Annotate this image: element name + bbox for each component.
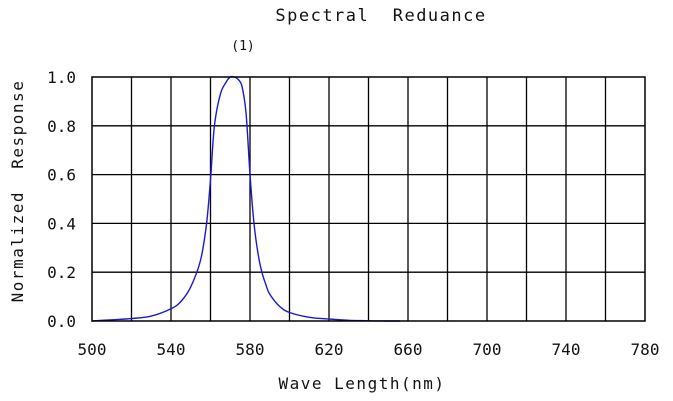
peak-annotation: (1) (231, 39, 254, 54)
y-tick-label: 1.0 (47, 68, 76, 87)
x-tick-label: 700 (473, 340, 502, 359)
x-tick-label: 780 (631, 340, 660, 359)
x-tick-label: 500 (78, 340, 107, 359)
x-tick-label: 620 (315, 340, 344, 359)
y-axis-title: Normalized Response (8, 80, 27, 303)
y-tick-label: 0.4 (47, 214, 76, 233)
grid (92, 77, 645, 321)
series-line (91, 75, 401, 322)
y-tick-label: 0.0 (47, 312, 76, 331)
y-tick-label: 0.6 (47, 166, 76, 185)
chart-title: Spectral Reduance (275, 6, 486, 26)
y-axis-ticks: 0.0 0.2 0.4 0.6 0.8 1.0 (47, 68, 76, 331)
y-tick-label: 0.8 (47, 117, 76, 136)
x-tick-label: 580 (236, 340, 265, 359)
x-tick-label: 660 (394, 340, 423, 359)
y-tick-label: 0.2 (47, 263, 76, 282)
x-axis-title: Wave Length(nm) (279, 374, 446, 393)
plot-frame (91, 76, 646, 322)
x-axis-ticks: 500 540 580 620 660 700 740 780 (78, 340, 660, 359)
series-layer (91, 75, 401, 322)
x-tick-label: 540 (157, 340, 186, 359)
x-tick-label: 740 (552, 340, 581, 359)
